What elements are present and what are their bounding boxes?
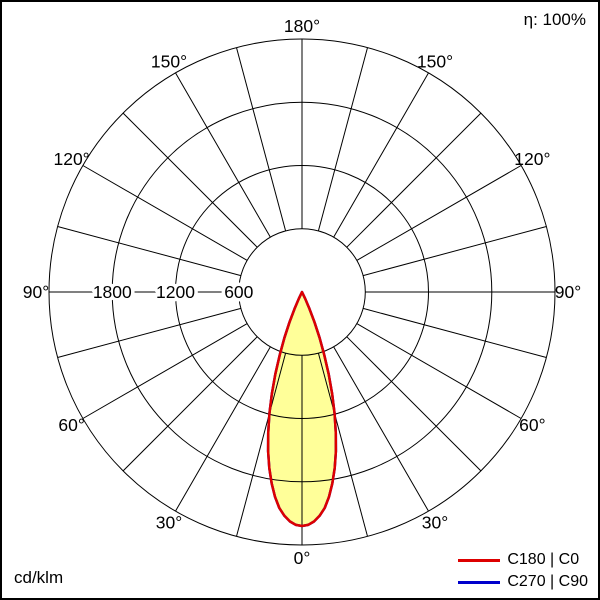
angle-label-90-left: 90° [23, 282, 49, 302]
polar-spoke [57, 226, 242, 277]
polar-spoke [317, 352, 368, 537]
polar-spoke [356, 323, 522, 419]
angle-label-180: 180° [284, 16, 320, 36]
polar-spoke [122, 336, 258, 472]
angle-label-0: 0° [294, 548, 311, 568]
polar-spoke [356, 165, 522, 261]
polar-spoke [57, 307, 242, 358]
legend-label-c0: C180 | C0 [507, 551, 580, 568]
polar-spoke [362, 307, 547, 358]
legend-item-c90: C270 | C90 [458, 573, 588, 591]
angle-label-120-left: 120° [53, 149, 89, 169]
angle-label-150-left: 150° [151, 52, 187, 72]
polar-spoke [317, 47, 368, 232]
polar-spoke [346, 336, 482, 472]
polar-spoke [333, 72, 429, 238]
polar-spoke [82, 323, 248, 419]
angle-label-60-right: 60° [519, 415, 545, 435]
polar-spoke [175, 346, 271, 512]
ring-value-label-1200: 1200 [156, 282, 195, 302]
angle-label-30-left: 30° [156, 513, 182, 533]
ring-value-label-1800: 1800 [93, 282, 132, 302]
angle-label-120-right: 120° [514, 149, 550, 169]
beam-outline-0 [266, 290, 338, 528]
polar-spoke [362, 226, 547, 277]
polar-spoke [82, 165, 248, 261]
unit-label: cd/klm [14, 568, 64, 587]
legend: C180 | C0 C270 | C90 [458, 551, 588, 591]
angle-label-150-right: 150° [417, 52, 453, 72]
polar-spoke [333, 346, 429, 512]
angle-label-90-right: 90° [555, 282, 581, 302]
ring-value-label-600: 600 [224, 282, 253, 302]
legend-item-c0: C180 | C0 [458, 551, 588, 569]
polar-spoke [236, 47, 287, 232]
polar-spoke [175, 72, 271, 238]
polar-spoke [346, 112, 482, 248]
polar-spoke [236, 352, 287, 537]
legend-line-c90-icon [458, 580, 501, 584]
legend-line-c0-icon [458, 558, 501, 562]
angle-label-60-left: 60° [58, 415, 84, 435]
efficiency-label: η: 100% [523, 10, 586, 29]
legend-label-c90: C270 | C90 [507, 573, 588, 590]
angle-label-30-right: 30° [422, 513, 448, 533]
polar-spoke [122, 112, 258, 248]
